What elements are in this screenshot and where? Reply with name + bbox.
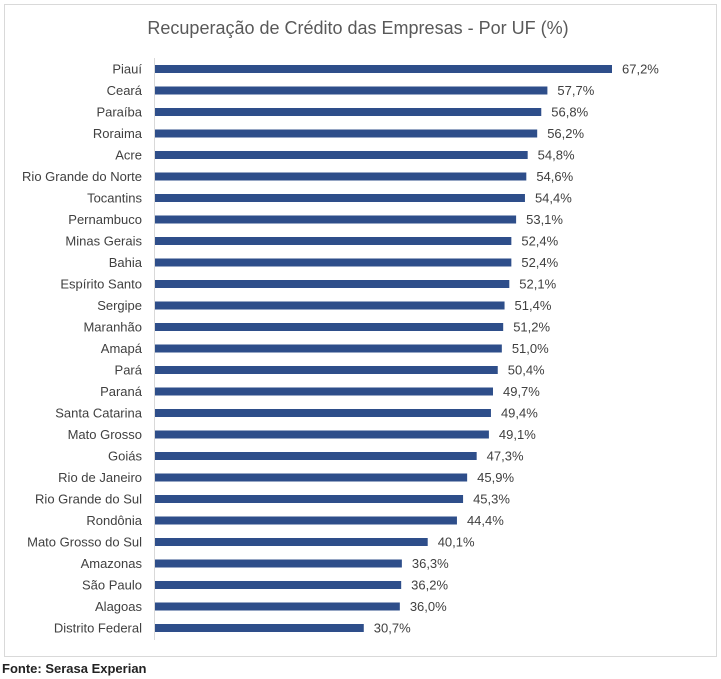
bar	[155, 280, 510, 288]
data-label: 57,7%	[557, 83, 594, 98]
category-label: Mato Grosso	[68, 427, 142, 442]
category-label: Ceará	[107, 83, 143, 98]
bar	[155, 65, 612, 73]
bar	[155, 538, 428, 546]
bar	[155, 258, 512, 267]
data-label: 36,0%	[410, 599, 447, 614]
data-label: 50,4%	[508, 363, 545, 378]
category-label: Santa Catarina	[55, 406, 142, 421]
bar	[155, 387, 493, 396]
category-label: São Paulo	[82, 578, 142, 593]
data-label: 36,3%	[412, 556, 449, 571]
data-label: 53,1%	[526, 212, 563, 227]
bars-layer: Piauí 67,2% Ceará 57,7% Paraíba 56,8% Roraima 5…	[22, 62, 659, 636]
data-label: 67,2%	[622, 62, 659, 77]
category-label: Rio Grande do Norte	[22, 169, 142, 184]
bar	[155, 559, 402, 568]
data-label: 52,4%	[521, 255, 558, 270]
data-label: 40,1%	[438, 535, 475, 550]
category-label: Rio de Janeiro	[58, 470, 142, 485]
source-note: Fonte: Serasa Experian	[2, 661, 147, 676]
bar	[155, 495, 464, 503]
data-label: 56,8%	[551, 105, 588, 120]
bar	[155, 473, 468, 482]
category-label: Pará	[115, 363, 143, 378]
bar	[155, 624, 364, 632]
category-label: Roraima	[93, 126, 143, 141]
data-label: 51,4%	[515, 298, 552, 313]
category-label: Maranhão	[83, 320, 142, 335]
data-label: 54,4%	[535, 191, 572, 206]
data-label: 49,1%	[499, 427, 536, 442]
data-label: 45,3%	[473, 492, 510, 507]
bar	[155, 581, 402, 589]
category-label: Amazonas	[81, 556, 143, 571]
category-label: Mato Grosso do Sul	[27, 535, 142, 550]
bar	[155, 301, 505, 310]
bar	[155, 237, 512, 245]
data-label: 51,2%	[513, 320, 550, 335]
bar	[155, 409, 491, 417]
data-label: 54,6%	[536, 169, 573, 184]
data-label: 54,8%	[538, 148, 575, 163]
bar	[155, 194, 525, 202]
chart-title: Recuperação de Crédito das Empresas - Po…	[147, 18, 568, 38]
data-label: 45,9%	[477, 470, 514, 485]
data-label: 51,0%	[512, 341, 549, 356]
category-label: Piauí	[112, 62, 142, 77]
category-label: Goiás	[108, 449, 142, 464]
category-label: Distrito Federal	[54, 621, 142, 636]
bar	[155, 215, 517, 224]
bar	[155, 172, 527, 181]
category-label: Amapá	[101, 341, 143, 356]
data-label: 36,2%	[411, 578, 448, 593]
category-label: Sergipe	[97, 298, 142, 313]
bar	[155, 430, 489, 439]
data-label: 47,3%	[487, 449, 524, 464]
category-label: Minas Gerais	[65, 234, 142, 249]
category-label: Tocantins	[87, 191, 142, 206]
category-label: Alagoas	[95, 599, 142, 614]
category-label: Acre	[115, 148, 142, 163]
category-label: Pernambuco	[68, 212, 142, 227]
category-label: Espírito Santo	[60, 277, 142, 292]
bar	[155, 151, 528, 159]
bar	[155, 86, 548, 95]
category-label: Bahia	[109, 255, 143, 270]
data-label: 52,1%	[519, 277, 556, 292]
data-label: 30,7%	[374, 621, 411, 636]
category-label: Rondônia	[86, 513, 142, 528]
data-label: 56,2%	[547, 126, 584, 141]
bar	[155, 516, 457, 525]
data-label: 49,7%	[503, 384, 540, 399]
bar	[155, 344, 502, 353]
data-label: 44,4%	[467, 513, 504, 528]
bar	[155, 366, 498, 374]
data-label: 49,4%	[501, 406, 538, 421]
bar	[155, 323, 504, 331]
category-label: Paraíba	[96, 105, 142, 120]
bar	[155, 129, 538, 138]
category-label: Paraná	[100, 384, 143, 399]
data-label: 52,4%	[521, 234, 558, 249]
bar	[155, 452, 477, 460]
bar	[155, 602, 400, 611]
category-label: Rio Grande do Sul	[35, 492, 142, 507]
bar	[155, 108, 542, 116]
